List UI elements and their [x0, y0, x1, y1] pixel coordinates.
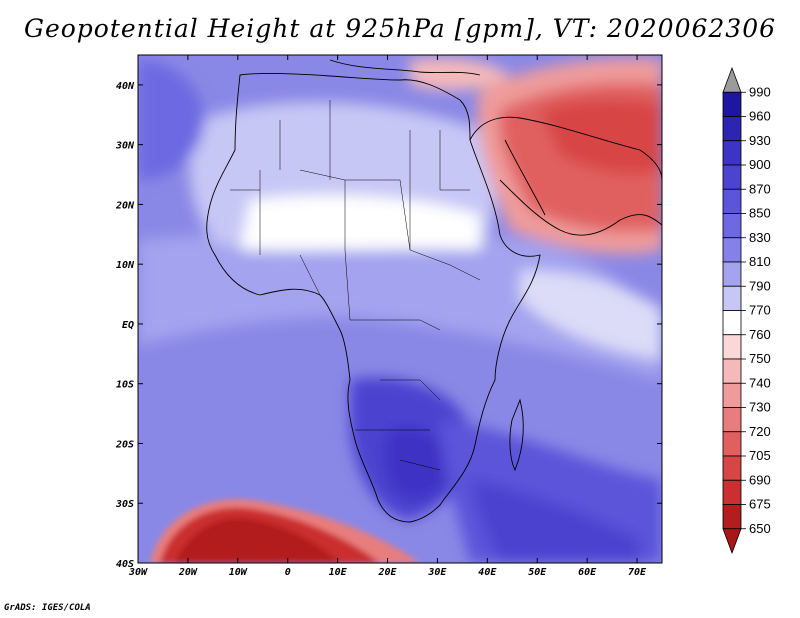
colorbar-swatch [722, 504, 742, 530]
field-sahel-white [240, 195, 480, 251]
madagascar-coastline [509, 398, 524, 472]
colorbar-label: 740 [749, 375, 771, 390]
lat-tick-label: 20N [115, 200, 135, 211]
colorbar-label: 930 [749, 133, 771, 148]
lon-tick-label: 30E [427, 567, 447, 578]
shaded-field [138, 55, 662, 563]
colorbar-label: 705 [749, 448, 771, 463]
colorbar-bottom-arrow [722, 528, 742, 555]
colorbar-label: 675 [749, 497, 771, 512]
lon-tick-label: 30W [128, 567, 148, 578]
colorbar-label: 730 [749, 400, 771, 415]
colorbar: 990 960 930 900 870 850 830 810 790 770 760 750 740 7… [722, 66, 771, 555]
colorbar-label: 870 [749, 181, 771, 196]
colorbar-swatch [722, 455, 742, 481]
colorbar-label: 760 [749, 327, 771, 342]
colorbar-label: 810 [749, 254, 771, 269]
colorbar-label: 690 [749, 472, 771, 487]
colorbar-swatch [722, 479, 742, 505]
colorbar-label: 720 [749, 424, 771, 439]
field-equatorial-band [138, 228, 662, 380]
field-azores-high [138, 60, 205, 180]
lat-tick-label: 10N [116, 260, 135, 271]
asia-coastline [469, 116, 662, 181]
colorbar-swatch [722, 285, 742, 311]
colorbar-swatch [722, 382, 742, 408]
country-borders [230, 100, 481, 471]
colorbar-swatch [722, 261, 742, 287]
colorbar-label: 990 [749, 84, 771, 99]
lon-tick-label: 50E [528, 567, 547, 578]
lat-tick-label: 40N [116, 81, 135, 92]
field-south-atlantic-low [175, 517, 340, 563]
colorbar-swatch [722, 188, 742, 214]
lon-tick-label: 0 [285, 567, 291, 578]
field-arabian-sea [520, 270, 662, 360]
colorbar-swatch [722, 334, 742, 360]
lon-tick-label: 10E [329, 567, 348, 578]
colorbar-label: 900 [749, 157, 771, 172]
colorbar-swatch [722, 407, 742, 433]
plot-frame [137, 54, 663, 564]
colorbar-label: 830 [749, 230, 771, 245]
colorbar-swatch [722, 358, 742, 384]
colorbar-swatch [722, 91, 742, 117]
colorbar-swatch [722, 213, 742, 239]
colorbar-swatch [722, 310, 742, 336]
colorbar-swatch [722, 164, 742, 190]
arabia-coastline [499, 179, 662, 236]
lat-tick-label: 40S [116, 559, 134, 570]
lat-tick-label: 20S [115, 439, 134, 450]
colorbar-label: 960 [749, 109, 771, 124]
lon-tick-label: 40E [478, 567, 497, 578]
colorbar-swatch [722, 116, 742, 142]
lat-tick-label: 30N [115, 141, 135, 152]
coastlines [206, 59, 662, 523]
colorbar-swatch [722, 237, 742, 263]
colorbar-label: 790 [749, 278, 771, 293]
colorbar-label: 850 [749, 206, 771, 221]
colorbar-top-arrow [722, 66, 742, 93]
lon-tick-label: 70E [628, 567, 647, 578]
colorbar-swatch [722, 431, 742, 457]
europe-coastline [329, 59, 481, 76]
colorbar-swatch [722, 140, 742, 166]
colorbar-label: 650 [749, 521, 771, 536]
field-iran-low [540, 100, 662, 175]
red-sea-coast [504, 139, 546, 216]
plot-title: Geopotential Height at 925hPa [gpm], VT:… [23, 14, 777, 43]
colorbar-label: 770 [749, 303, 771, 318]
lat-tick-label: 30S [115, 499, 134, 510]
africa-coastline [206, 73, 541, 523]
field-med-low [410, 58, 510, 91]
credit-label: GrADS: IGES/COLA [4, 603, 91, 613]
field-kalahari-high [384, 427, 450, 499]
lon-tick-label: 20E [377, 567, 397, 578]
lat-tick-label: 10S [116, 380, 134, 391]
colorbar-label: 750 [749, 351, 771, 366]
lat-tick-label: EQ [122, 320, 134, 331]
lon-tick-label: 10W [229, 567, 248, 578]
axis-layer: 30W 20W 10W 0 10E 20E 30E 40E 50E 60E 70E 40N 30N 20N… [115, 55, 662, 578]
lon-tick-label: 20W [178, 567, 198, 578]
lon-tick-label: 60E [578, 567, 597, 578]
field-indian-ocean-core [470, 480, 640, 563]
